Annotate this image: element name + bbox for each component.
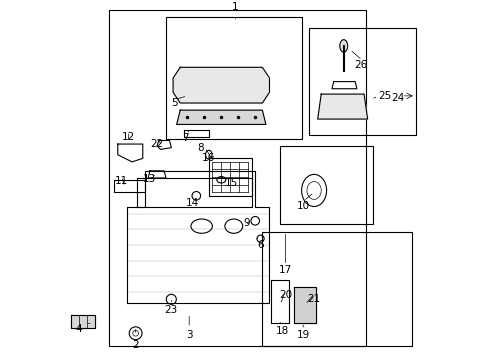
- Bar: [165, 17, 301, 139]
- Text: 8: 8: [197, 143, 203, 153]
- Ellipse shape: [339, 40, 347, 52]
- Bar: [262, 231, 411, 346]
- Polygon shape: [317, 94, 367, 119]
- Text: 17: 17: [278, 265, 291, 275]
- Text: 11: 11: [115, 176, 128, 186]
- Text: 3: 3: [185, 330, 192, 340]
- Text: 23: 23: [164, 305, 178, 315]
- Text: 6: 6: [257, 240, 264, 251]
- Polygon shape: [294, 287, 315, 323]
- Text: 20: 20: [279, 291, 291, 300]
- Polygon shape: [71, 315, 94, 328]
- Text: 4: 4: [75, 324, 81, 334]
- Text: 24: 24: [390, 93, 404, 103]
- Text: 9: 9: [243, 217, 249, 228]
- Polygon shape: [176, 110, 265, 125]
- Text: 7: 7: [182, 133, 188, 143]
- Text: 10: 10: [296, 201, 309, 211]
- Text: 13: 13: [143, 174, 156, 184]
- Text: 2: 2: [132, 340, 139, 350]
- Polygon shape: [173, 67, 269, 103]
- Text: 5: 5: [171, 98, 178, 108]
- Text: 19: 19: [296, 330, 309, 340]
- Text: 1: 1: [232, 2, 239, 12]
- Text: 12: 12: [122, 131, 135, 141]
- Text: 25: 25: [378, 91, 391, 101]
- Text: 14: 14: [186, 198, 199, 208]
- Bar: [280, 146, 372, 224]
- Text: 16: 16: [202, 153, 215, 163]
- Text: 26: 26: [353, 60, 366, 70]
- Text: 21: 21: [307, 294, 320, 304]
- Text: 22: 22: [150, 139, 163, 149]
- Bar: [109, 10, 365, 346]
- Bar: [308, 28, 415, 135]
- Text: 15: 15: [224, 178, 238, 188]
- Text: 18: 18: [275, 326, 288, 336]
